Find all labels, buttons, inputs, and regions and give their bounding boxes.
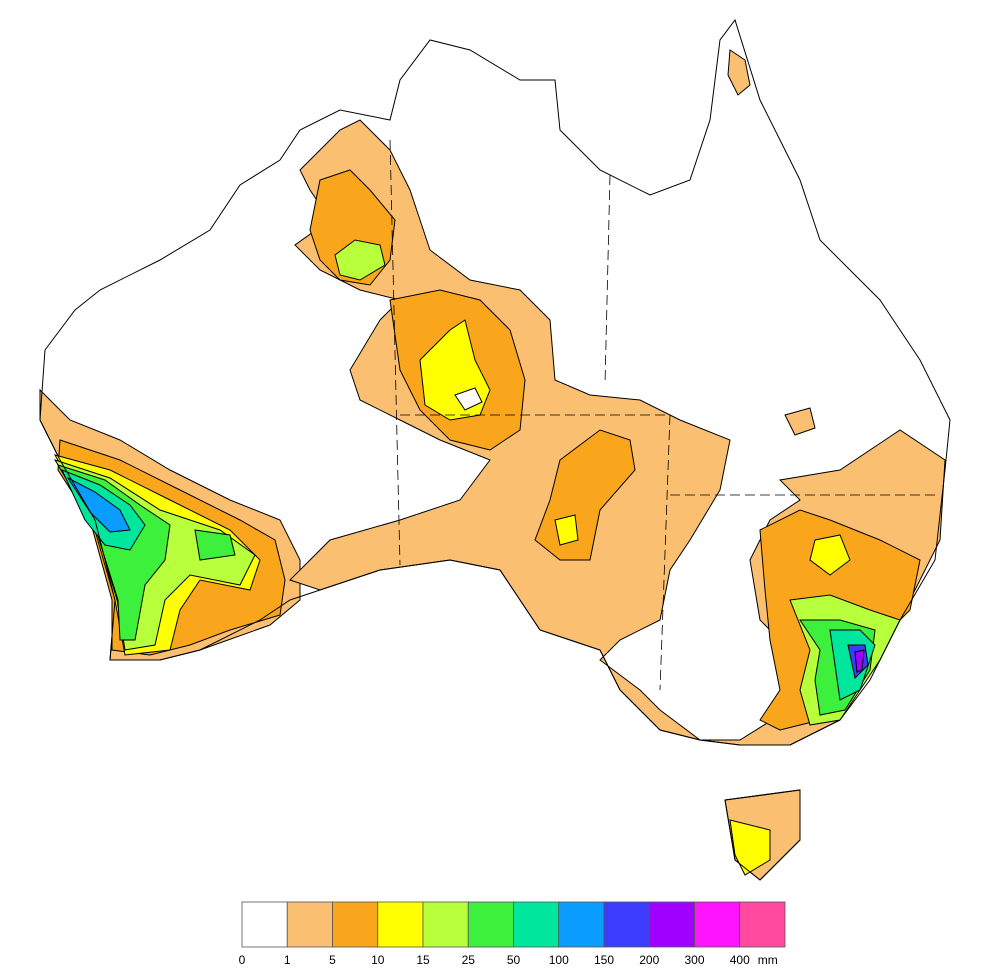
legend-swatch (513, 901, 560, 948)
legend-label: 400 (730, 953, 750, 967)
legend-label: 300 (684, 953, 704, 967)
rainfall-areas (39, 49, 946, 881)
legend-label: 150 (594, 953, 614, 967)
legend-swatch (603, 901, 650, 948)
legend-swatch (558, 901, 605, 948)
legend-label: 15 (416, 953, 430, 967)
legend-label: 0 (239, 953, 246, 967)
legend-label: 100 (549, 953, 569, 967)
coastline (39, 18, 951, 881)
legend-label: 5 (329, 953, 336, 967)
legend-swatch (648, 901, 695, 948)
legend-swatch (467, 901, 514, 948)
legend-label: 50 (507, 953, 521, 967)
legend-label: 25 (462, 953, 476, 967)
state-borders (389, 139, 940, 691)
legend-swatch (739, 901, 786, 948)
legend-swatch (422, 901, 469, 948)
legend-swatch (241, 901, 288, 948)
legend-label: 1 (284, 953, 291, 967)
legend-label: 200 (639, 953, 659, 967)
legend-label: 10 (371, 953, 385, 967)
legend: 0 1 5 10 15 25 50 100 150 200 300 400 mm (239, 901, 786, 967)
legend-swatch (377, 901, 424, 948)
legend-swatch (286, 901, 333, 948)
legend-swatch (694, 901, 741, 948)
legend-swatch (332, 901, 379, 948)
legend-unit: mm (758, 953, 778, 967)
